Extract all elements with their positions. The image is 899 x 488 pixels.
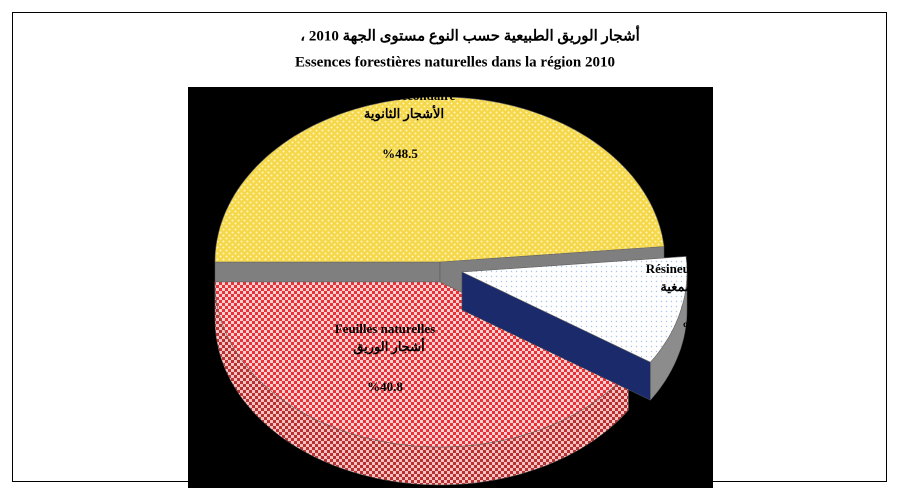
slice-label-ar: أشجار الوريق (353, 338, 425, 355)
slice (214, 96, 665, 263)
slice-label: Résineux naturelles (646, 261, 754, 276)
slice-label: Essences secondaire (345, 88, 456, 103)
slice-label-ar: الأشجار الصمغية (660, 278, 747, 295)
value-label: %40.8 (367, 379, 403, 394)
chart-subtitle: Essences forestières naturelles dans la … (295, 54, 615, 70)
chart-title: أشجار الوريق الطبيعية حسب النوع مستوى ال… (300, 24, 640, 44)
pie: Essences secondaire الأشجار الثانوية %48.5… (214, 88, 754, 486)
value-label: %10.7 (682, 319, 718, 334)
slice-label: Feuilles naturelles (335, 321, 436, 336)
value-label: %48.5 (382, 146, 418, 161)
slice-label-ar: الأشجار الثانوية (364, 105, 444, 122)
slice (460, 256, 688, 363)
